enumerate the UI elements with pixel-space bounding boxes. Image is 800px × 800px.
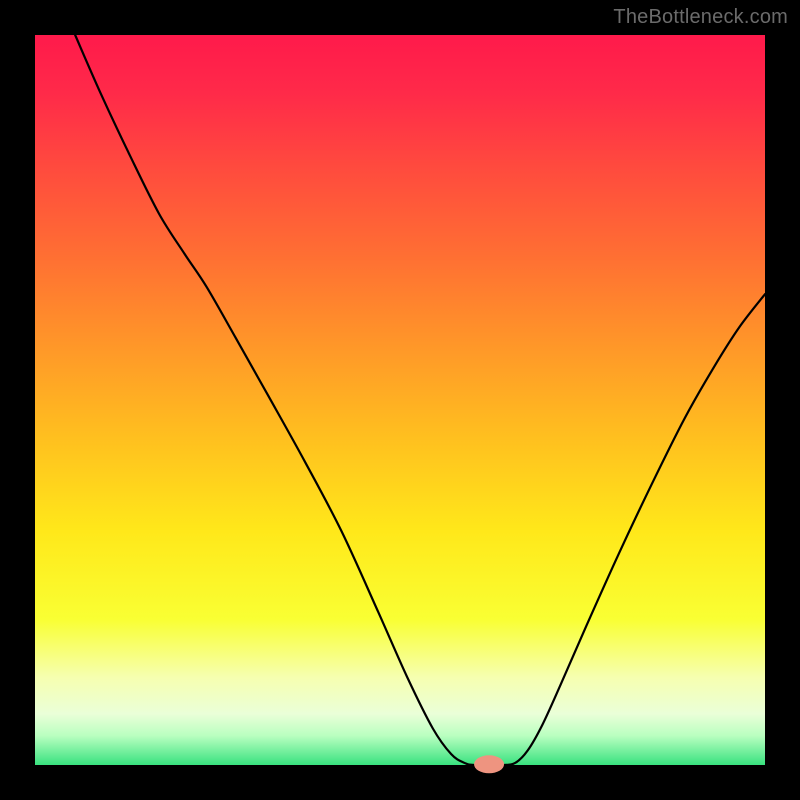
plot-background xyxy=(35,35,765,765)
chart-container: TheBottleneck.com xyxy=(0,0,800,800)
bottleneck-chart xyxy=(0,0,800,800)
optimal-point-marker xyxy=(474,755,504,773)
watermark-text: TheBottleneck.com xyxy=(613,6,788,29)
